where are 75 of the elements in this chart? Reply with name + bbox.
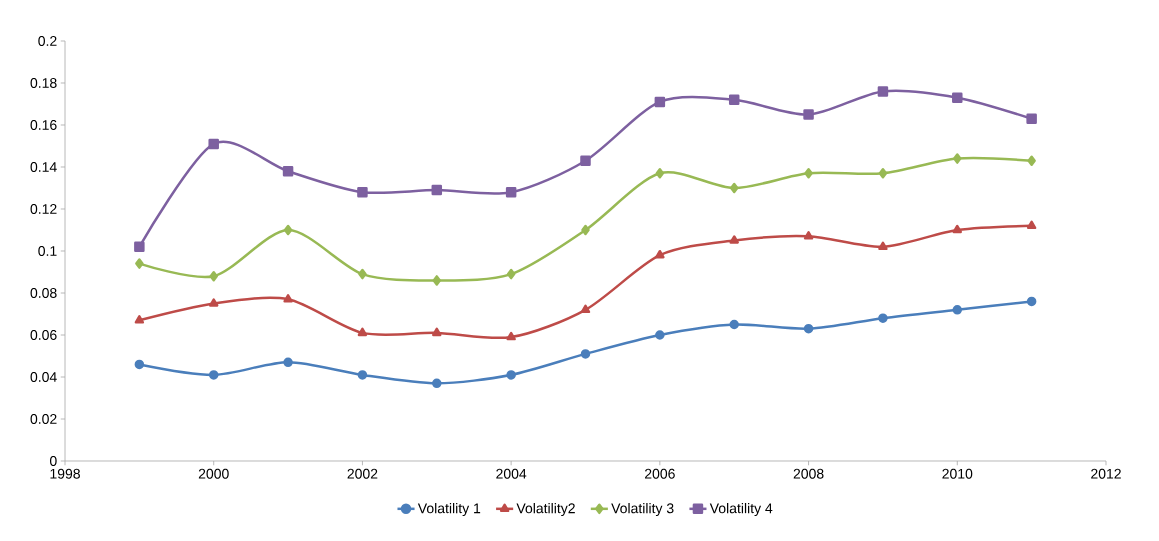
point (803, 231, 814, 240)
y-tick-label: 0.2 (38, 36, 57, 46)
legend-label: Volatility 3 (611, 503, 674, 517)
point (209, 298, 219, 307)
point (432, 378, 442, 389)
point (878, 241, 888, 251)
point (506, 370, 516, 380)
point (580, 304, 591, 314)
point (803, 323, 814, 334)
point (878, 313, 888, 323)
point (952, 305, 963, 315)
point (655, 330, 665, 340)
point (282, 165, 294, 177)
point (283, 357, 293, 368)
x-tick-label: 2010 (942, 468, 973, 479)
y-tick-label: 0.04 (30, 372, 57, 382)
point (804, 168, 813, 179)
y-tick-label: 0 (49, 456, 57, 466)
point (728, 94, 740, 106)
point (357, 327, 368, 337)
legend-label: Volatility 1 (417, 503, 481, 517)
point (431, 184, 443, 196)
x-tick-label: 2008 (793, 468, 824, 479)
point (209, 270, 218, 282)
y-tick-label: 0.14 (30, 162, 57, 172)
legend-label: Volatility2 (516, 503, 575, 517)
y-tick-label: 0.12 (30, 204, 57, 214)
x-tick-label: 2004 (496, 468, 527, 479)
point (357, 186, 368, 198)
x-tick-label: 2006 (644, 468, 675, 479)
y-tick-label: 0.18 (30, 78, 57, 88)
point (432, 327, 442, 337)
point (580, 349, 591, 359)
point (952, 92, 963, 103)
point (877, 86, 889, 97)
point (729, 235, 739, 244)
point (357, 370, 368, 380)
point (135, 258, 144, 269)
x-tick-label: 2000 (198, 468, 229, 479)
y-tick-label: 0.02 (30, 414, 57, 424)
point (1026, 220, 1037, 230)
point (134, 315, 145, 324)
point (134, 359, 145, 370)
point (1026, 296, 1037, 307)
point (953, 153, 962, 164)
x-tick-label: 1998 (50, 468, 80, 479)
point (655, 168, 665, 179)
point (952, 224, 962, 234)
point (208, 370, 219, 380)
point (283, 224, 293, 236)
x-tick-label: 2012 (1091, 468, 1121, 479)
point (358, 268, 367, 280)
point (655, 249, 665, 259)
point (208, 138, 219, 150)
point (878, 168, 888, 179)
y-tick-label: 0.06 (30, 330, 57, 340)
legend-label: Volatility 4 (709, 503, 773, 517)
y-tick-label: 0.08 (30, 288, 57, 298)
point (134, 241, 145, 253)
point (729, 182, 739, 194)
y-tick-label: 0.16 (30, 120, 57, 130)
point (1026, 113, 1037, 124)
x-tick-label: 2002 (347, 468, 378, 479)
point (505, 186, 517, 198)
point (506, 331, 516, 341)
point (803, 109, 814, 120)
point (283, 294, 293, 303)
point (432, 275, 442, 286)
point (729, 319, 739, 330)
point (1027, 155, 1036, 166)
point (581, 224, 590, 236)
y-tick-label: 0.1 (38, 246, 57, 256)
point (580, 155, 591, 166)
point (654, 96, 666, 108)
point (506, 268, 516, 280)
